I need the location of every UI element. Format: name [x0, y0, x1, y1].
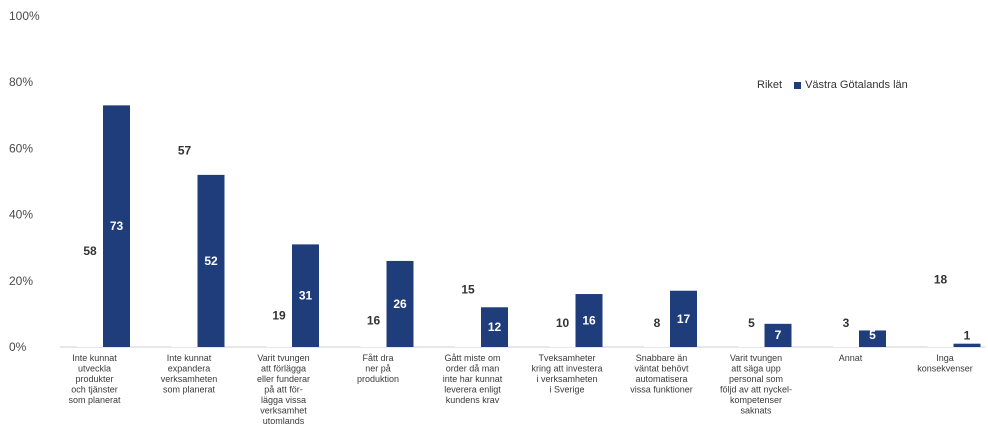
x-category-label: Inte kunnat [72, 353, 117, 363]
bar-vastra-gotaland [859, 330, 886, 347]
bar-vastra-gotaland [481, 307, 508, 347]
x-category-label: verksamhet [260, 406, 307, 416]
x-category-label: att säga upp [731, 364, 781, 374]
bars [77, 105, 981, 348]
data-label-riket: 19 [272, 309, 286, 323]
data-label-vastra-gotaland: 12 [488, 320, 502, 334]
x-category-label: utomlands [263, 416, 305, 426]
x-category-label: som planerat [68, 395, 121, 405]
x-category-label: vissa funktioner [630, 385, 693, 395]
bar-riket [455, 297, 482, 347]
y-tick-label: 20% [9, 274, 33, 288]
x-category-label: Inga [936, 353, 954, 363]
x-category-label: Annat [839, 353, 863, 363]
data-label-riket: 8 [654, 316, 661, 330]
bar-riket [266, 284, 293, 347]
data-label-vastra-gotaland: 26 [393, 297, 407, 311]
x-category-label: i Sverige [549, 385, 584, 395]
data-label-vastra-gotaland: 16 [582, 314, 596, 328]
x-category-label: att förlägga [261, 364, 306, 374]
y-tick-label: 80% [9, 75, 33, 89]
x-category-label: i verksamheten [536, 374, 597, 384]
bar-riket [927, 287, 955, 347]
y-tick-label: 40% [9, 208, 33, 222]
x-category-label: Fått dra [362, 353, 393, 363]
bar-vastra-gotaland [197, 174, 225, 347]
data-label-vastra-gotaland: 7 [775, 328, 782, 342]
bar-vastra-gotaland [103, 105, 130, 348]
data-label-riket: 3 [843, 316, 850, 330]
bar-riket [360, 294, 388, 347]
data-label-vastra-gotaland: 31 [299, 289, 313, 303]
data-label-vastra-gotaland: 17 [677, 312, 691, 326]
bar-riket [171, 158, 199, 347]
x-category-label: kring att investera [531, 364, 602, 374]
x-category-label: personal som [729, 374, 783, 384]
x-category-label: Snabbare än [636, 353, 688, 363]
bar-riket [549, 313, 577, 347]
x-category-label: konsekvenser [917, 364, 973, 374]
x-category-label: order då man [446, 364, 500, 374]
data-label-vastra-gotaland: 73 [110, 219, 124, 233]
y-tick-label: 0% [9, 340, 27, 354]
y-tick-label: 60% [9, 141, 33, 155]
data-label-riket: 58 [83, 244, 97, 258]
x-category-label: produkter [75, 374, 113, 384]
x-category-label: saknats [740, 406, 772, 416]
y-axis: 0% 20% 40% 60% 80% 100% [9, 9, 985, 354]
x-category-label: Varit tvungen [730, 353, 782, 363]
data-label-vastra-gotaland: 5 [869, 328, 876, 342]
legend: Riket Västra Götalands län [757, 79, 908, 91]
legend-item-riket: Riket [757, 79, 783, 91]
bar-riket [738, 330, 766, 347]
bar-riket [644, 320, 671, 347]
x-category-label: väntat behövt [634, 364, 689, 374]
x-category-label: följd av att nyckel- [720, 385, 792, 395]
bar-vastra-gotaland [575, 294, 603, 347]
x-category-label: automatisera [635, 374, 687, 384]
x-category-label: inte har kunnat [443, 374, 503, 384]
x-category-label: lägga vissa [261, 395, 306, 405]
x-category-label: kompetenser [730, 395, 782, 405]
bar-vastra-gotaland [670, 290, 697, 347]
x-category-label: verksamheten [161, 374, 218, 384]
legend-item-vastra-gotaland: Västra Götalands län [805, 79, 908, 91]
bar-vastra-gotaland [953, 343, 981, 347]
x-category-label: eller funderar [257, 374, 310, 384]
x-category-label: kundens krav [446, 395, 500, 405]
x-category-label: Varit tvungen [257, 353, 309, 363]
data-label-vastra-gotaland: 1 [964, 329, 971, 343]
bar-riket [77, 155, 104, 347]
x-category-label: Gått miste om [444, 353, 500, 363]
x-category-label: på att för- [264, 385, 303, 395]
data-label-riket: 57 [178, 143, 192, 157]
x-category-label: Inte kunnat [167, 353, 212, 363]
legend-swatch-vastra-gotaland [794, 81, 802, 89]
data-label-riket: 18 [934, 272, 948, 286]
x-category-label: ner på [365, 364, 391, 374]
bar-vastra-gotaland [764, 323, 792, 347]
bar-vastra-gotaland [292, 244, 319, 347]
x-category-label: produktion [357, 374, 399, 384]
bar-riket [833, 337, 860, 347]
data-label-riket: 15 [461, 282, 475, 296]
data-label-riket: 10 [556, 316, 570, 330]
x-category-label: expandera [168, 364, 211, 374]
bar-vastra-gotaland [386, 260, 414, 347]
x-category-label: Tveksamheter [538, 353, 595, 363]
data-label-riket: 16 [367, 314, 381, 328]
x-category-label: och tjänster [71, 385, 118, 395]
x-category-label: utveckla [78, 364, 111, 374]
data-label-vastra-gotaland: 52 [204, 254, 218, 268]
y-tick-label: 100% [9, 9, 40, 23]
data-label-riket: 5 [748, 316, 755, 330]
x-category-label: leverera enligt [444, 385, 501, 395]
x-category-label: som planerat [163, 385, 216, 395]
